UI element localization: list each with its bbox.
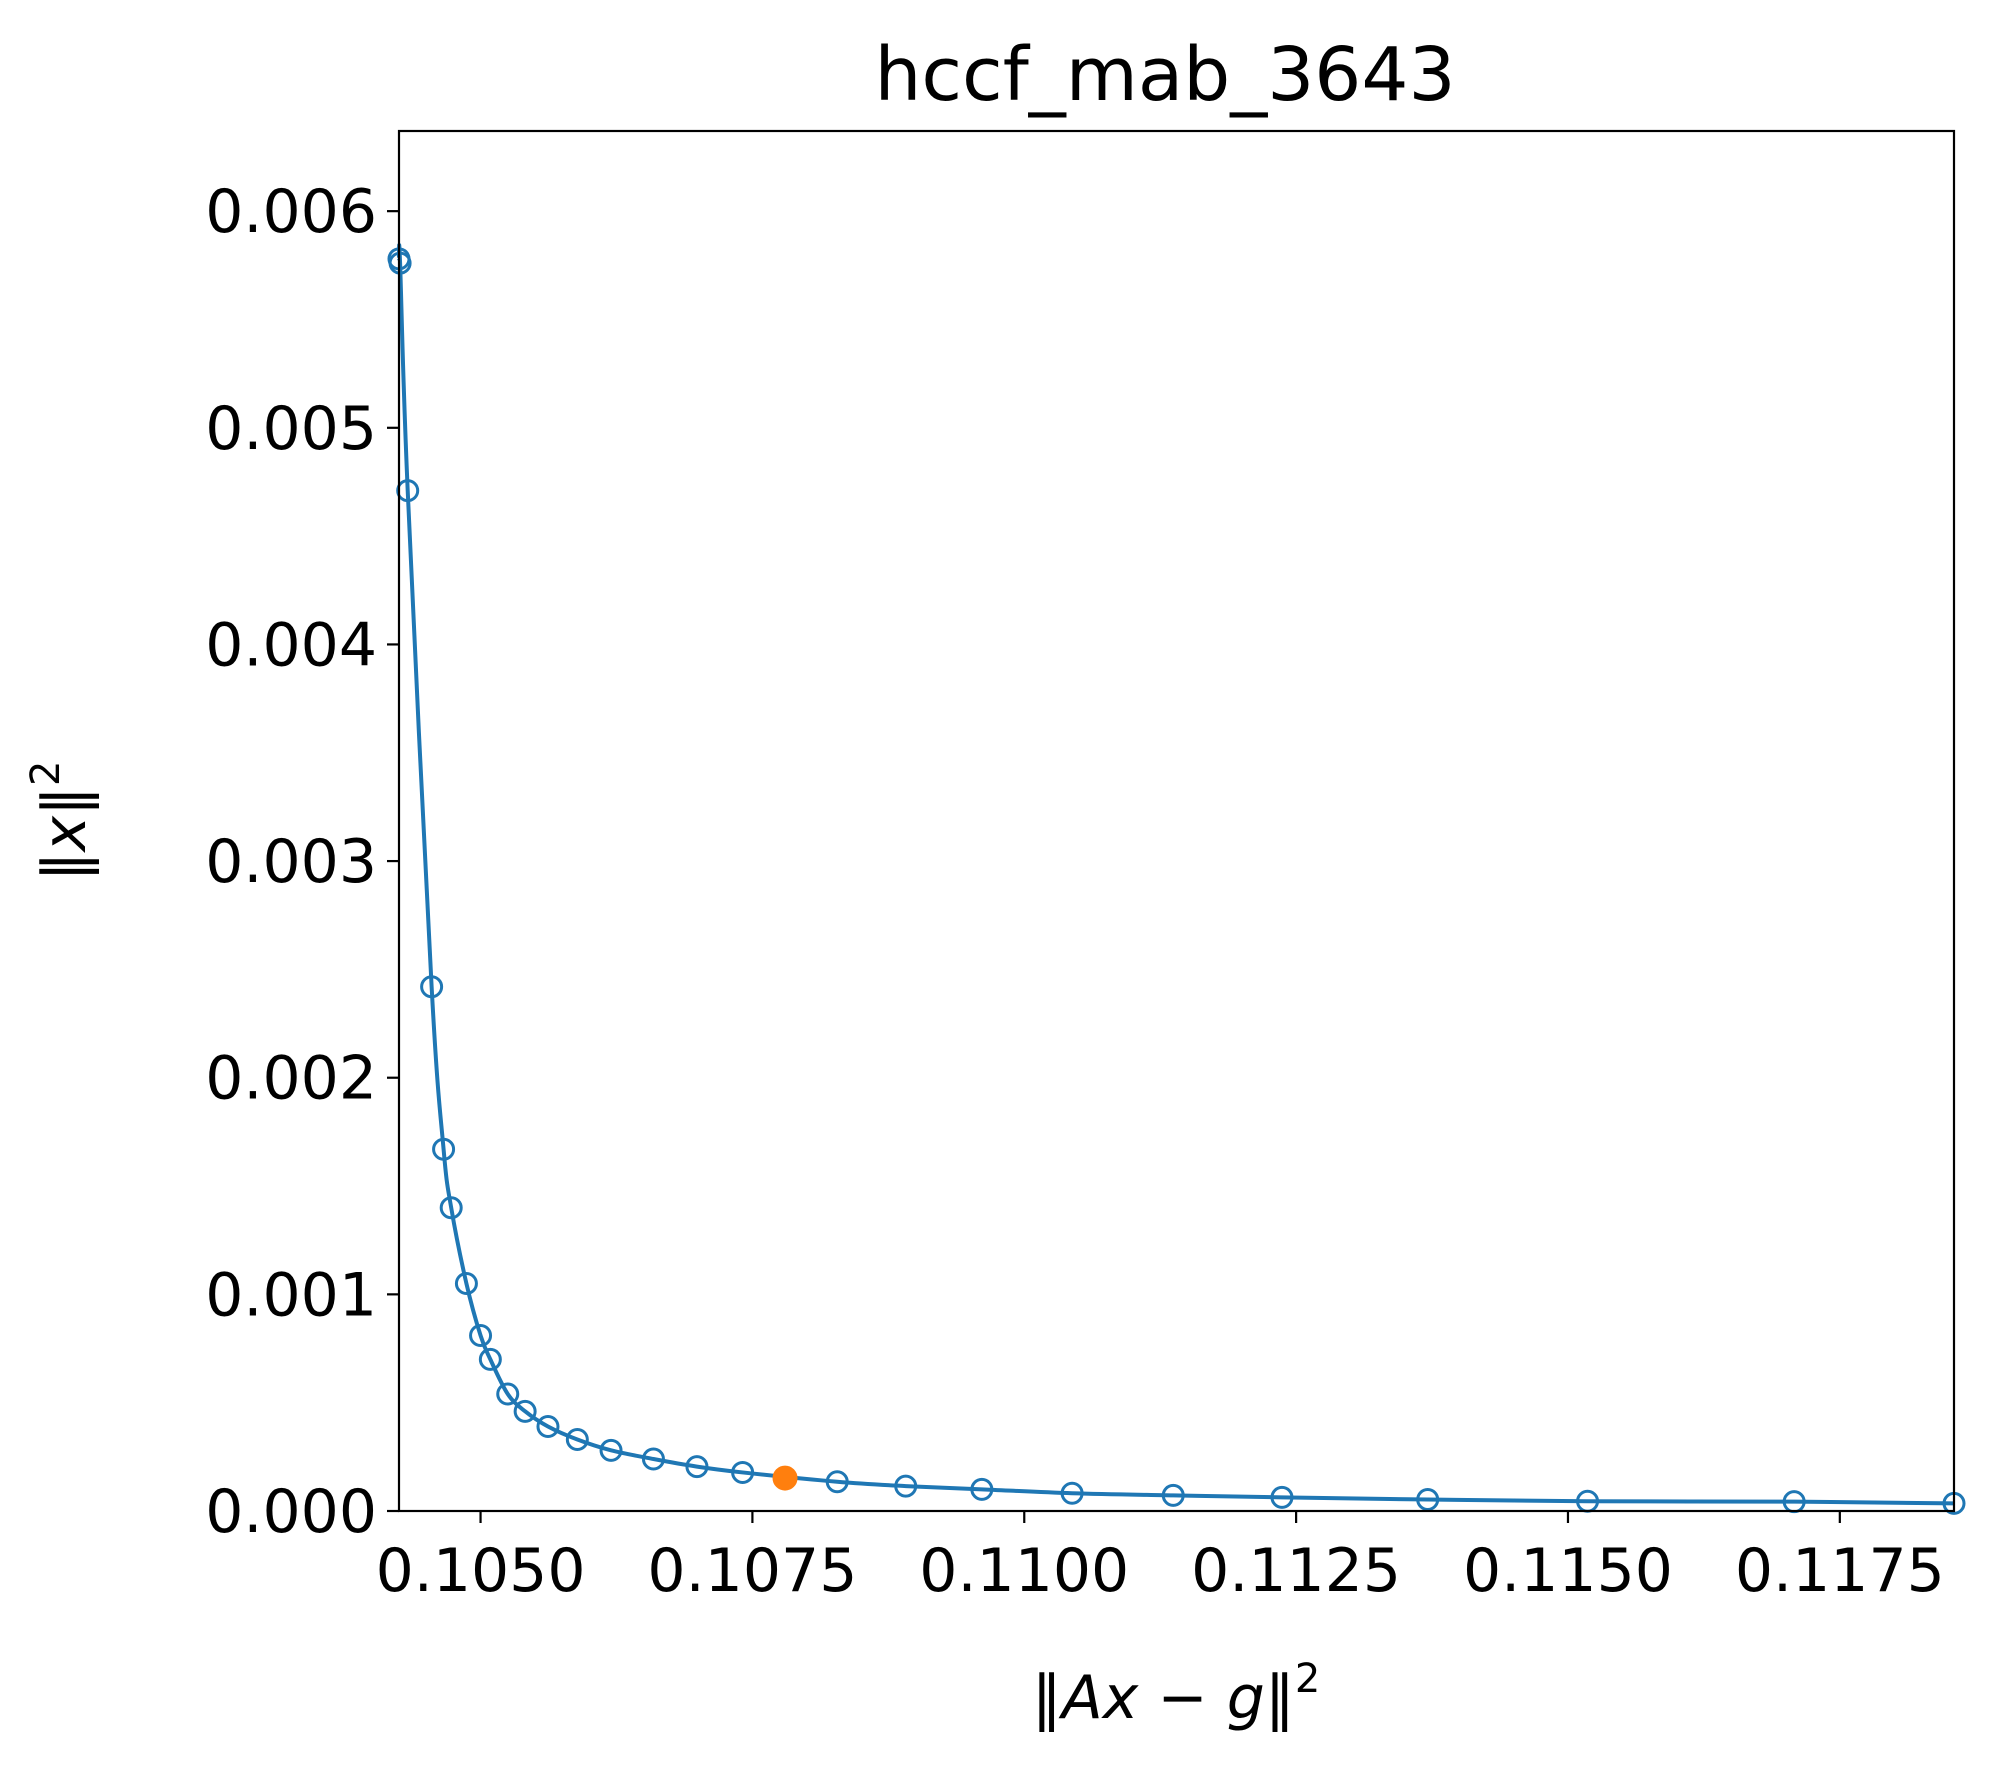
x-tick-label: 0.1075 [647,1536,857,1606]
y-tick-label: 0.001 [205,1260,377,1330]
series-layer [387,243,1966,1515]
chart-title: hccf_mab_3643 [874,32,1455,118]
data-point [439,1196,463,1220]
x-tick-label: 0.1050 [376,1536,586,1606]
data-point [1060,1481,1084,1505]
y-axis-label: ‖x‖2 [23,761,100,882]
y-tick-label: 0.006 [205,177,377,247]
data-point [599,1438,623,1462]
data-point [432,1137,456,1161]
y-label-x: x [30,815,100,853]
plot-frame [397,129,1956,1513]
data-point [894,1474,918,1498]
x-tick-label: 0.1100 [919,1536,1129,1606]
x-tick-label: 0.1150 [1463,1536,1673,1606]
y-tick-label: 0.000 [205,1477,377,1547]
data-point [454,1272,478,1296]
x-label-norm-open: ‖ [1032,1663,1062,1733]
data-point [970,1477,994,1501]
data-point [478,1347,502,1371]
y-tick-label: 0.004 [205,610,377,680]
data-point [396,479,420,503]
y-axis: 0.000 0.001 0.002 0.003 0.004 0.005 0.006 [205,177,399,1547]
y-label-exponent: 2 [23,761,69,786]
x-tick-label: 0.1125 [1191,1536,1401,1606]
x-tick-label: 0.1175 [1735,1536,1945,1606]
data-point [536,1415,560,1439]
y-label-norm-open: ‖ [30,851,100,881]
data-point [565,1428,589,1452]
x-axis: 0.1050 0.1075 0.1100 0.1125 0.1150 0.1175 [376,1511,1945,1606]
x-label-ax: Ax [1058,1663,1139,1733]
l-curve-line [397,243,1955,1506]
data-point [641,1447,665,1471]
data-point [420,975,444,999]
selected-point [772,1465,798,1491]
data-point [1161,1483,1185,1507]
data-point [685,1455,709,1479]
y-tick-label: 0.005 [205,394,377,464]
data-point [513,1399,537,1423]
data-point [1416,1488,1440,1512]
x-axis-label: ‖Ax − g‖2 [1032,1656,1321,1733]
data-point [825,1470,849,1494]
y-tick-label: 0.003 [205,827,377,897]
y-label-norm-close: ‖ [30,786,100,816]
x-label-g: g [1227,1663,1265,1733]
data-point [496,1382,520,1406]
x-label-exponent: 2 [1295,1656,1320,1702]
data-point [731,1460,755,1484]
x-label-norm-close: ‖ [1265,1663,1295,1733]
data-point [469,1324,493,1348]
data-point [1270,1485,1294,1509]
y-tick-label: 0.002 [205,1044,377,1114]
x-label-minus: − [1138,1663,1226,1733]
